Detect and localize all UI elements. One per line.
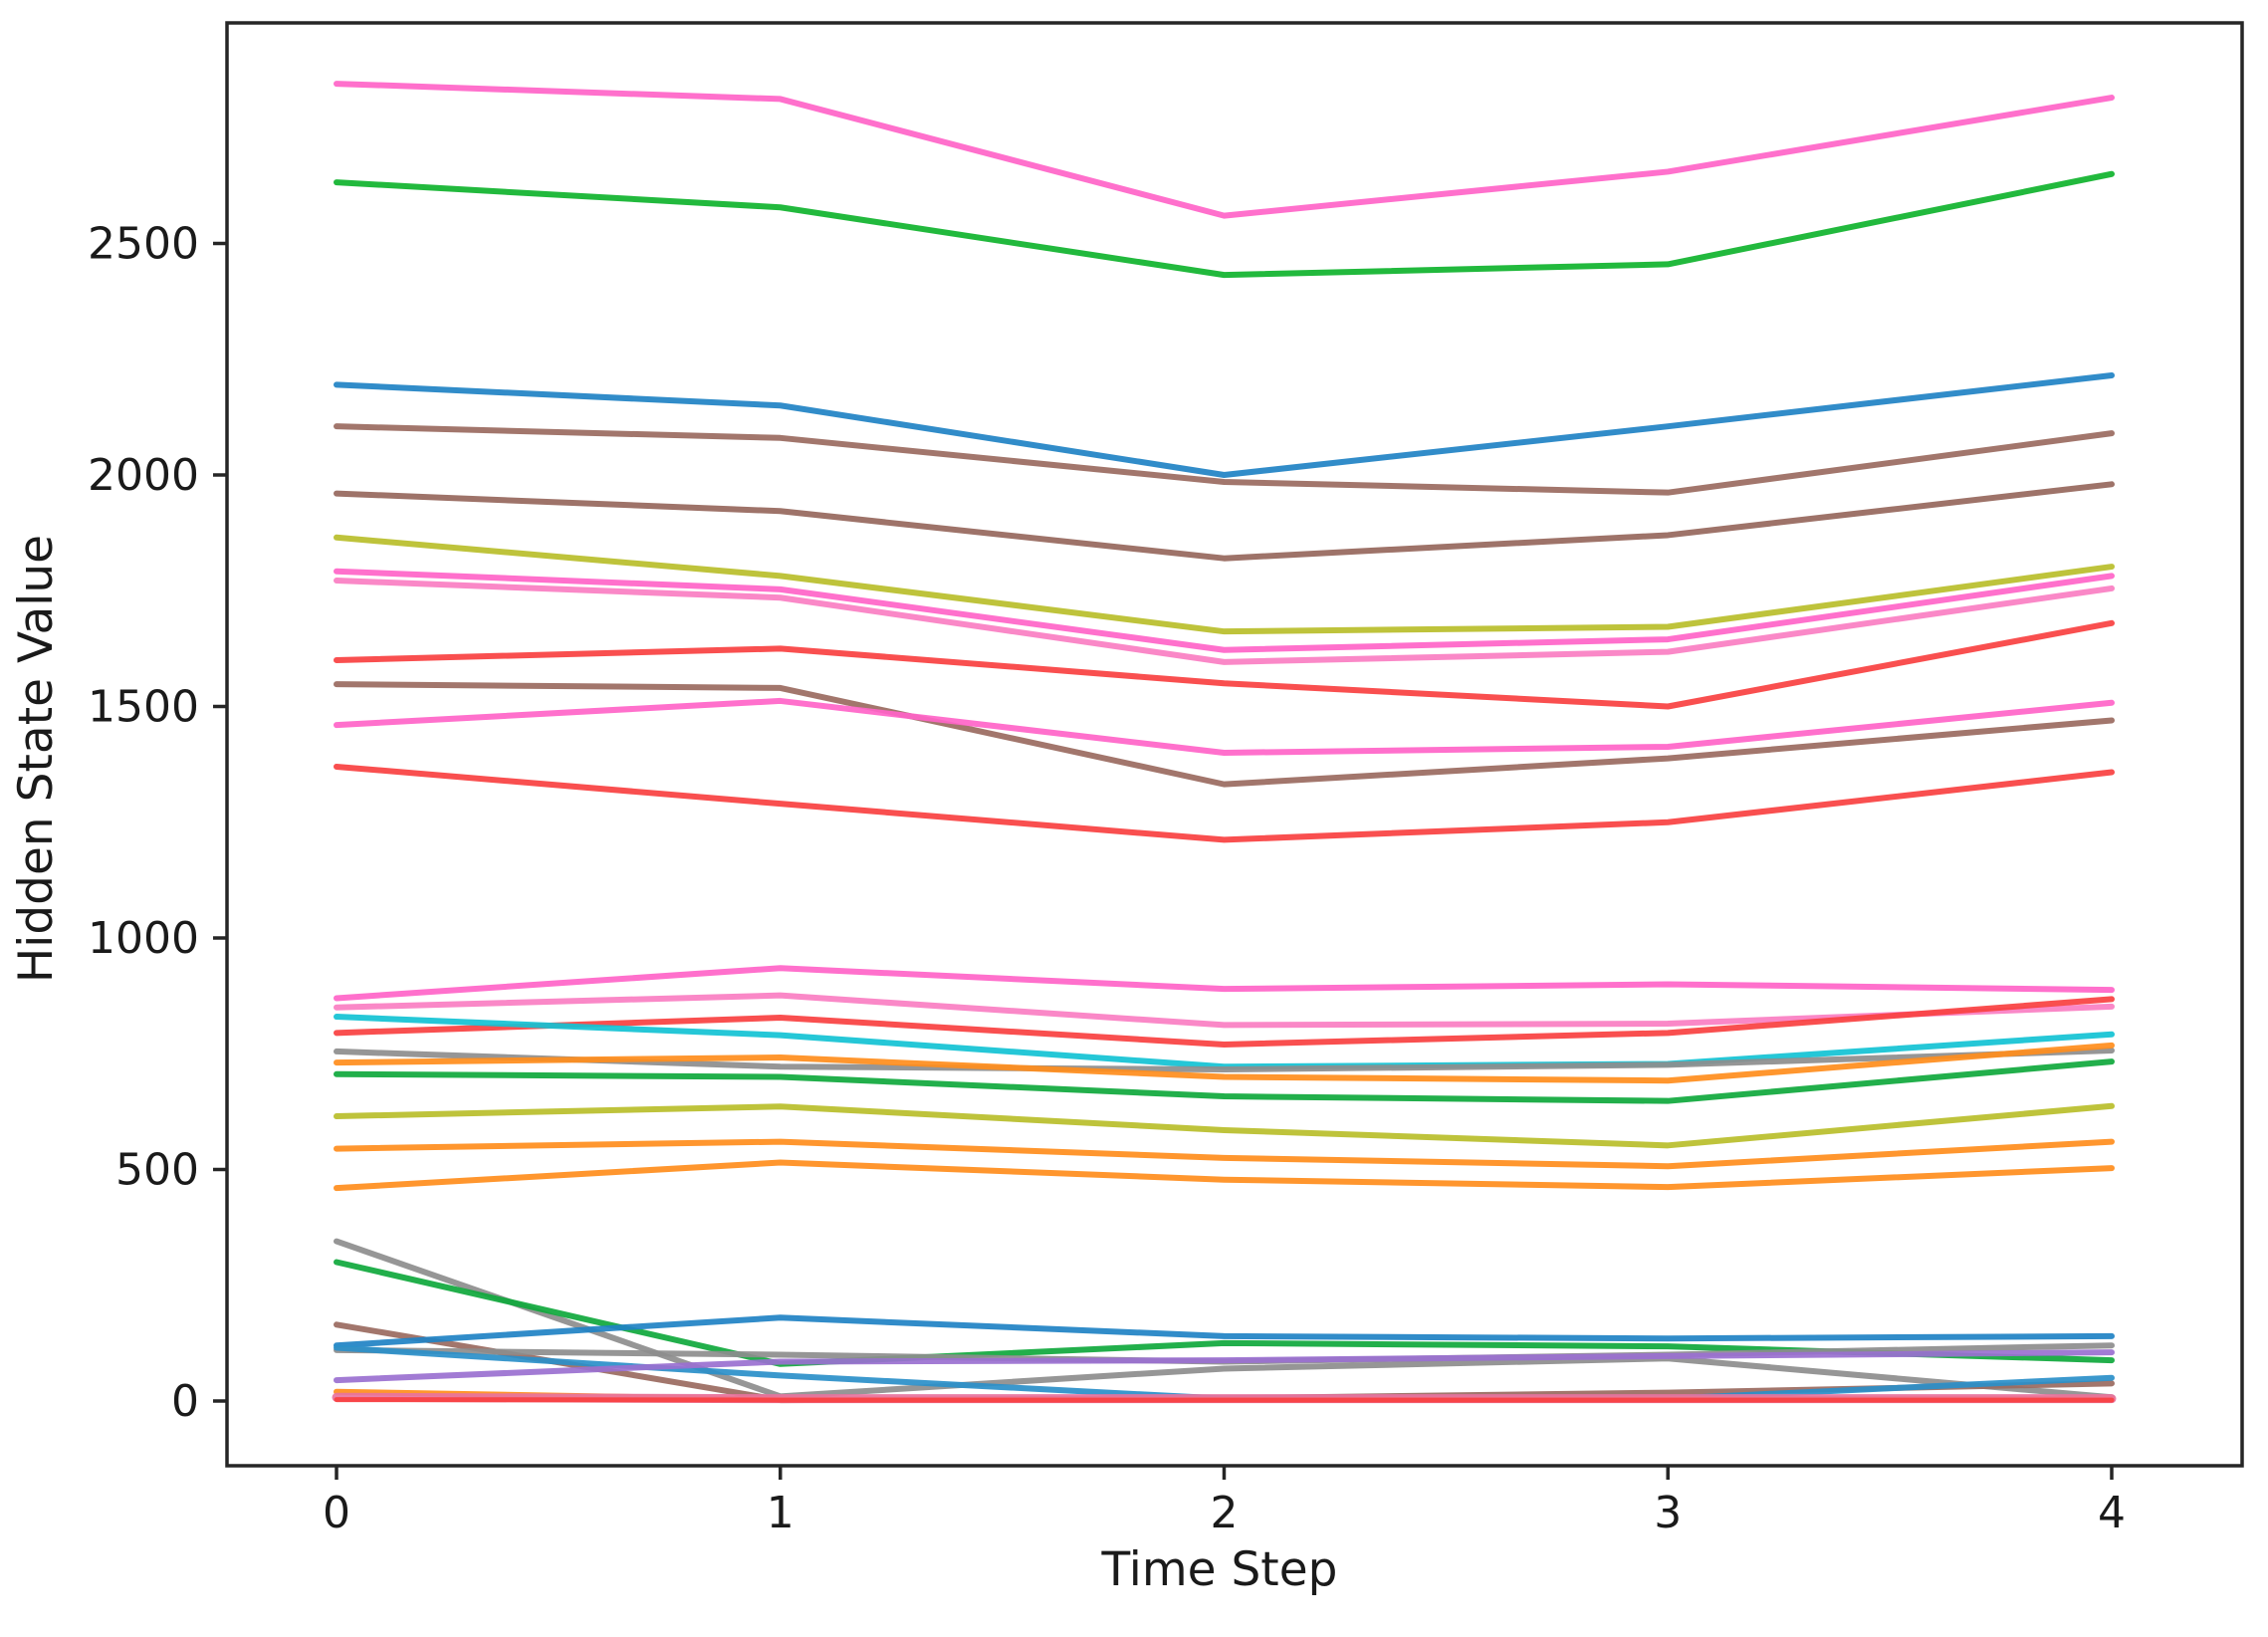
x-tick-label: 2	[1211, 1488, 1239, 1538]
series-line-dim-13	[334, 992, 2115, 1029]
series-line-dim-10	[334, 697, 2115, 756]
series-line-dim-18	[334, 1058, 2115, 1104]
series-line-dim-9	[334, 681, 2115, 788]
y-tick-label: 2000	[88, 450, 199, 501]
series-line-dim-14	[334, 996, 2115, 1048]
series-line-dim-11	[334, 763, 2115, 843]
x-tick-label: 4	[2098, 1488, 2126, 1538]
series-line-dim-20	[334, 1138, 2115, 1170]
series-line-dim-22	[334, 1238, 2115, 1401]
series-line-dim-1	[334, 170, 2115, 279]
y-tick-label: 2500	[88, 219, 199, 270]
x-tick-label: 0	[323, 1488, 350, 1538]
series-line-dim-19	[334, 1102, 2115, 1149]
series-line-dim-5	[334, 534, 2115, 635]
x-axis-label: Time Step	[1101, 1542, 1338, 1597]
series-line-dim-21	[334, 1159, 2115, 1192]
series-line-dim-4	[334, 481, 2115, 562]
series-line-dim-3	[334, 423, 2115, 496]
series-line-dim-7	[334, 578, 2115, 665]
plot-frame	[225, 21, 2244, 1468]
series-line-dim-12	[334, 965, 2115, 1002]
x-tick-label: 3	[1654, 1488, 1682, 1538]
y-tick-label: 0	[171, 1376, 199, 1427]
series-line-dim-0	[334, 81, 2115, 219]
y-tick-label: 500	[115, 1145, 199, 1196]
series-lines-layer	[332, 81, 2117, 1404]
y-tick-label: 1500	[88, 682, 199, 733]
series-line-dim-2	[334, 372, 2115, 478]
series-line-dim-6	[334, 568, 2115, 653]
x-tick-label: 1	[767, 1488, 794, 1538]
axis-ticks-layer: 0 1 2 3 4 0 500 1000 1500 2000 2500	[88, 219, 2126, 1539]
y-axis-label: Hidden State Value	[9, 535, 64, 983]
series-line-dim-25	[334, 1314, 2115, 1349]
y-tick-label: 1000	[88, 913, 199, 964]
series-line-dim-17	[334, 1042, 2115, 1084]
series-line-dim-28	[334, 1349, 2115, 1384]
series-line-dim-8	[334, 619, 2115, 710]
